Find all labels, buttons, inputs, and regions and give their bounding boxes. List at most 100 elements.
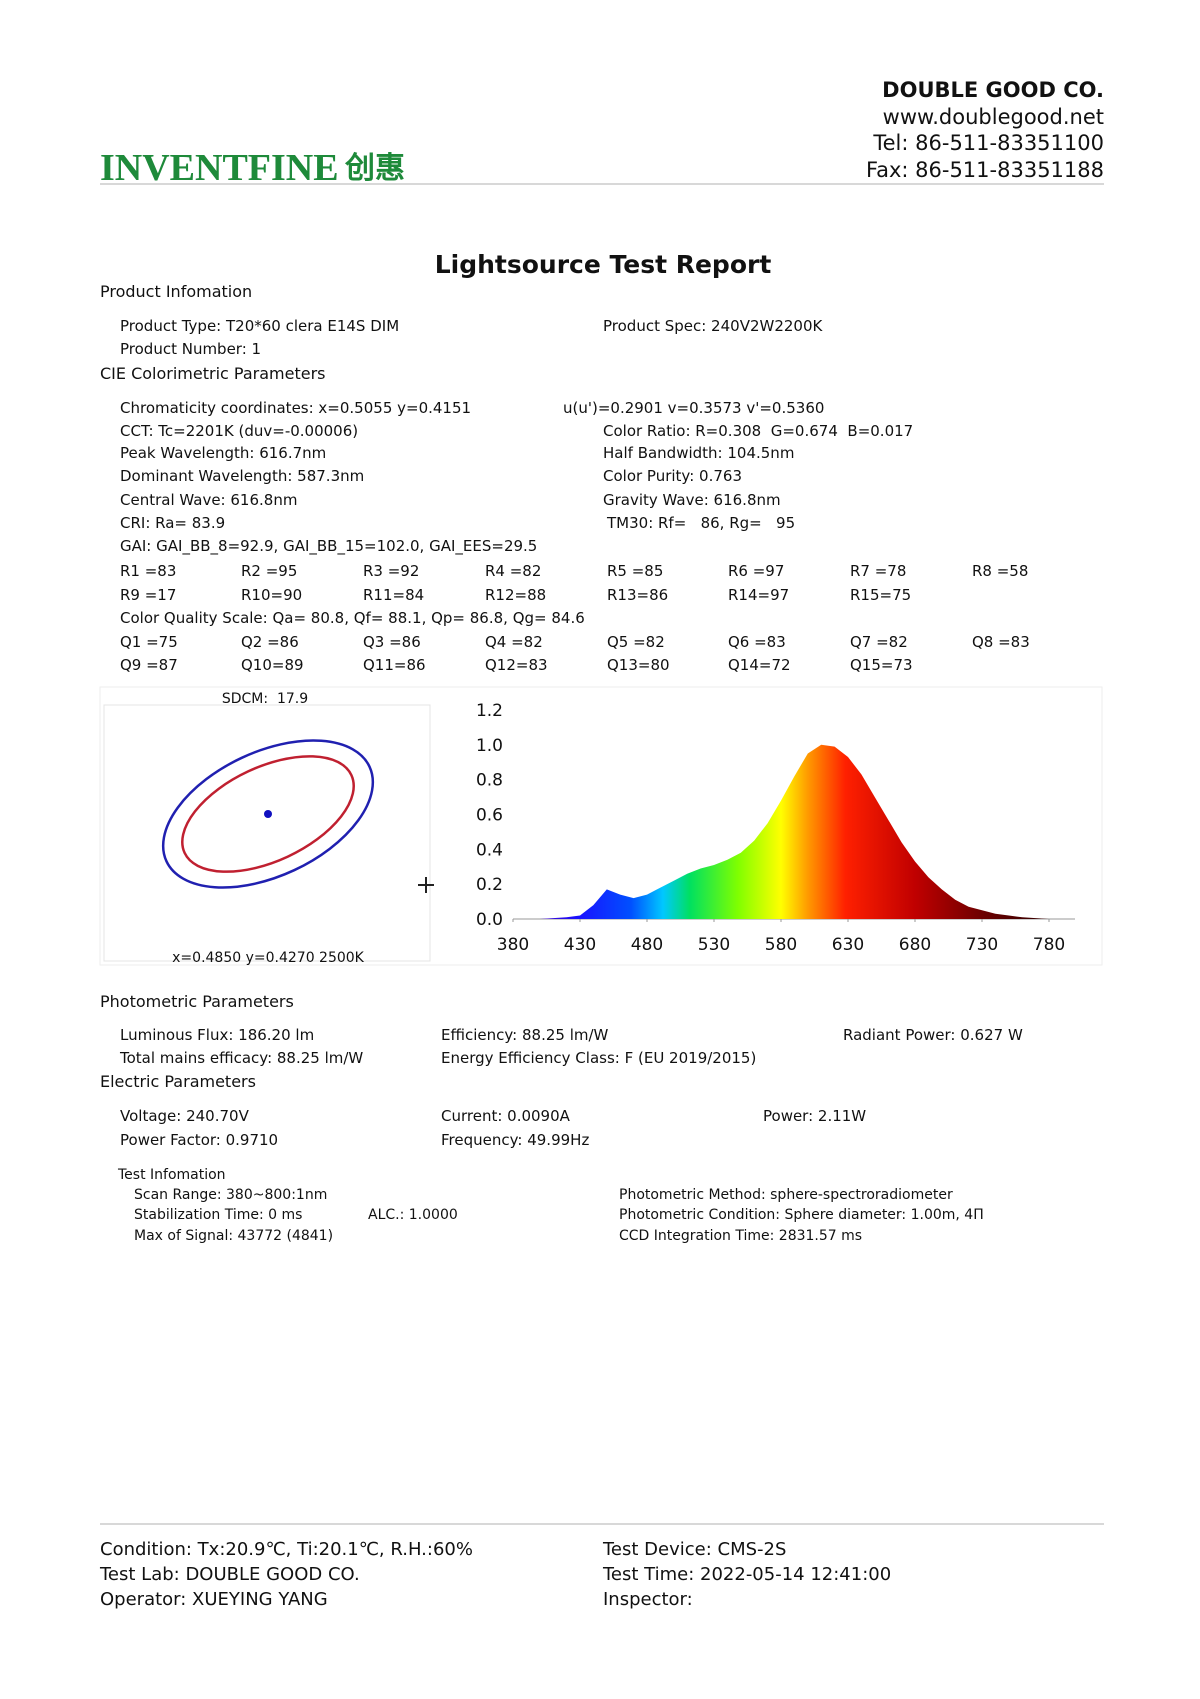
website: www.doublegood.net (883, 105, 1104, 129)
field: Photometric Condition: Sphere diameter: … (619, 1207, 984, 1223)
y-tick-label: 0.0 (476, 910, 503, 930)
field: Q7 =82 (850, 633, 908, 651)
field: R9 =17 (120, 586, 176, 604)
field: Q15=73 (850, 656, 913, 674)
field: Q8 =83 (972, 633, 1030, 651)
field: Power: 2.11W (763, 1107, 866, 1125)
section-heading: Product Infomation (100, 282, 252, 301)
sdcm-box (103, 704, 431, 962)
x-tick-label: 480 (631, 935, 663, 955)
field: R7 =78 (850, 562, 906, 580)
section-heading: CIE Colorimetric Parameters (100, 364, 326, 383)
field: Half Bandwidth: 104.5nm (603, 444, 794, 462)
x-tick-label: 530 (698, 935, 730, 955)
y-tick-label: 1.2 (476, 701, 503, 721)
field: Scan Range: 380~800:1nm (134, 1187, 327, 1203)
field: R14=97 (728, 586, 789, 604)
field: Q5 =82 (607, 633, 665, 651)
field: Energy Efficiency Class: F (EU 2019/2015… (441, 1049, 756, 1067)
field: Q12=83 (485, 656, 548, 674)
field: TM30: Rf= 86, Rg= 95 (606, 514, 795, 532)
y-tick-label: 0.4 (476, 840, 503, 860)
field: R8 =58 (972, 562, 1028, 580)
field: CRI: Ra= 83.9 (120, 514, 225, 532)
plus-sign (418, 877, 434, 893)
field: GAI: GAI_BB_8=92.9, GAI_BB_15=102.0, GAI… (120, 537, 537, 556)
logo-cn: 创惠 (344, 151, 405, 186)
field: Efficiency: 88.25 lm/W (441, 1026, 609, 1044)
field: R1 =83 (120, 562, 176, 580)
y-tick-label: 1.0 (476, 736, 503, 756)
field: Product Number: 1 (120, 340, 261, 358)
section-heading: Electric Parameters (100, 1072, 256, 1091)
field: Radiant Power: 0.627 W (843, 1026, 1023, 1044)
tel: Tel: 86-511-83351100 (872, 131, 1104, 155)
field: Operator: XUEYING YANG (100, 1589, 328, 1610)
field: Max of Signal: 43772 (4841) (134, 1228, 333, 1244)
field: Test Time: 2022-05-14 12:41:00 (602, 1564, 891, 1585)
field: Central Wave: 616.8nm (120, 491, 297, 509)
field: Voltage: 240.70V (120, 1107, 250, 1125)
sdcm-target: x=0.4850 y=0.4270 2500K (172, 950, 365, 966)
field: Power Factor: 0.9710 (120, 1131, 278, 1149)
field: Current: 0.0090A (441, 1107, 571, 1125)
field: R10=90 (241, 586, 302, 604)
field: Chromaticity coordinates: x=0.5055 y=0.4… (120, 399, 471, 417)
field: Inspector: (603, 1589, 693, 1610)
field: R6 =97 (728, 562, 784, 580)
field: Test Lab: DOUBLE GOOD CO. (99, 1564, 360, 1585)
field: Q13=80 (607, 656, 670, 674)
field: R5 =85 (607, 562, 663, 580)
x-tick-label: 680 (899, 935, 931, 955)
field: Luminous Flux: 186.20 lm (120, 1026, 314, 1044)
field: Test Device: CMS-2S (602, 1539, 786, 1560)
field: Dominant Wavelength: 587.3nm (120, 467, 364, 485)
field: R12=88 (485, 586, 546, 604)
fax: Fax: 86-511-83351188 (866, 158, 1104, 182)
x-tick-label: 780 (1033, 935, 1065, 955)
sdcm-outer-ellipse (161, 739, 375, 889)
spectrum-area (513, 744, 1049, 919)
field: R4 =82 (485, 562, 541, 580)
field: Q11=86 (363, 656, 426, 674)
field: u(u')=0.2901 v=0.3573 v'=0.5360 (563, 399, 824, 417)
field: R11=84 (363, 586, 424, 604)
y-tick-label: 0.6 (476, 806, 503, 826)
field: CCT: Tc=2201K (duv=-0.00006) (120, 422, 358, 440)
x-tick-label: 580 (765, 935, 797, 955)
company: DOUBLE GOOD CO. (882, 78, 1104, 102)
field: Photometric Method: sphere-spectroradiom… (619, 1187, 953, 1203)
field: R2 =95 (241, 562, 297, 580)
field: Gravity Wave: 616.8nm (603, 491, 781, 509)
x-tick-label: 730 (966, 935, 998, 955)
field: Product Spec: 240V2W2200K (603, 317, 824, 335)
field: R15=75 (850, 586, 911, 604)
y-tick-label: 0.8 (476, 771, 503, 791)
sdcm-inner-ellipse (181, 755, 355, 873)
y-tick-label: 0.2 (476, 875, 503, 895)
section-heading: Test Infomation (117, 1167, 226, 1183)
section-heading: Photometric Parameters (100, 992, 294, 1011)
field: Q1 =75 (120, 633, 178, 651)
sdcm-point (264, 810, 272, 818)
field: Q2 =86 (241, 633, 299, 651)
field: ALC.: 1.0000 (368, 1207, 458, 1223)
sdcm-label: SDCM: 17.9 (222, 691, 308, 707)
logo: INVENTFINE (100, 147, 339, 189)
field: Condition: Tx:20.9℃, Ti:20.1℃, R.H.:60% (100, 1539, 473, 1560)
field: R3 =92 (363, 562, 419, 580)
field: Color Ratio: R=0.308 G=0.674 B=0.017 (603, 422, 913, 440)
field: Peak Wavelength: 616.7nm (120, 444, 326, 462)
field: CCD Integration Time: 2831.57 ms (619, 1228, 862, 1244)
field: Color Quality Scale: Qa= 80.8, Qf= 88.1,… (120, 609, 585, 627)
field: Q10=89 (241, 656, 304, 674)
field: Product Type: T20*60 clera E14S DIM (120, 317, 399, 335)
x-tick-label: 380 (497, 935, 529, 955)
field: Q9 =87 (120, 656, 178, 674)
field: Total mains efficacy: 88.25 lm/W (119, 1049, 363, 1067)
field: Q3 =86 (363, 633, 421, 651)
x-tick-label: 430 (564, 935, 596, 955)
field: Q14=72 (728, 656, 791, 674)
title: Lightsource Test Report (435, 250, 772, 279)
